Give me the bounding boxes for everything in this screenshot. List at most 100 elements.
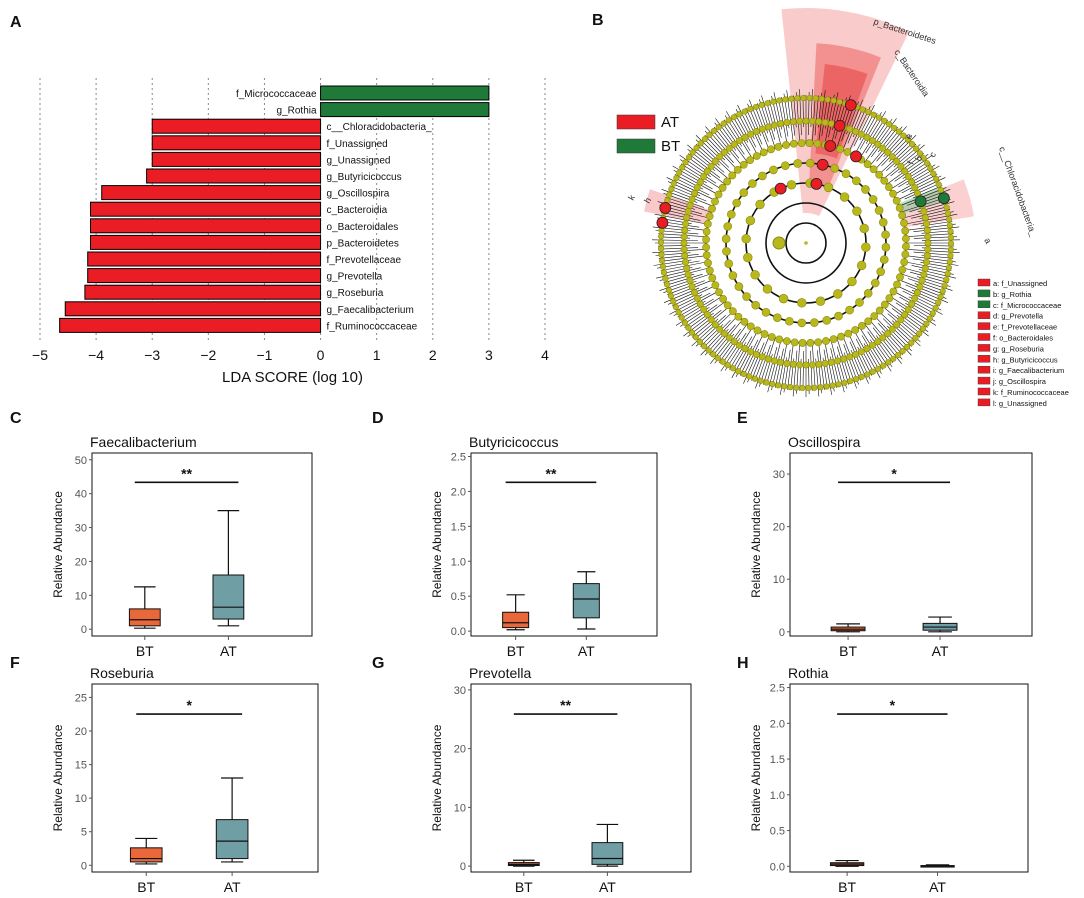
cladogram-node [893,321,901,329]
cladogram-node [839,192,850,202]
panel-label-h: H [737,655,749,672]
cladogram-node [920,207,928,215]
y-tick-label: 0.5 [770,826,785,838]
cladogram-node [783,359,791,367]
cladogram-node [898,211,907,220]
cladogram-node [920,271,928,279]
lda-bar-g_Unassigned [151,151,322,167]
cladogram-node [719,295,727,303]
cladogram-node [730,114,738,121]
cladogram-node [710,127,718,135]
cladogram-node [946,222,954,229]
y-axis-title: Relative Abundance [51,491,65,598]
boxplot-e: Oscillospira Relative Abundance 0 10 20 30 BT A… [749,434,1033,659]
cladogram-node [658,233,665,240]
cladogram-node [776,97,783,104]
y-tick-label: 20 [454,744,466,756]
cladogram-node [783,119,791,127]
cladogram-node [680,239,688,247]
cladogram-node [937,293,944,300]
cladogram-highlight-node [850,150,862,163]
cladogram-node [881,242,891,252]
clade-sector-chloracidobacteria [898,179,974,228]
cladogram-node [658,251,665,258]
cladogram-branch [755,106,769,142]
cladogram-branch [704,319,731,347]
cladogram-branch [912,218,950,226]
lda-bar-label: p_Bacteroidetes [327,238,399,249]
cladogram-node [837,332,845,341]
cladogram-node [746,322,755,331]
cladogram-node [806,94,813,102]
cladogram-node [692,334,700,341]
cladogram-node [681,226,689,234]
panel-label-c: C [10,410,22,427]
cladogram-node [863,133,871,141]
cladogram-node [684,207,692,215]
cladogram-node [714,355,722,362]
cladogram-node [901,226,910,235]
key-label: l: g_Unassigned [993,399,1047,408]
box-bt [502,611,530,629]
lda-bar-g_Oscillospira [101,185,322,201]
cladogram-node [799,384,806,392]
cladogram-branch [878,323,904,351]
cladogram-branch [836,346,850,385]
cladogram-branch [814,95,819,136]
cladogram-node [748,179,757,188]
key-label: c: f_Micrococcaceae [993,301,1061,310]
cladogram-node [812,95,819,102]
cladogram-node [908,339,915,346]
cladogram-branch [739,339,759,376]
cladogram-node [861,242,871,252]
cladogram-node [711,321,719,329]
cladogram-node [945,216,953,223]
cladogram-node [683,214,691,222]
cladogram-node [783,337,791,346]
cladogram-branch [901,174,938,194]
cladogram-node [770,357,778,365]
cladogram-node [734,282,744,291]
cladogram-node [841,169,851,179]
cladogram-node [863,160,872,169]
cladogram-node [921,214,929,222]
cladogram-node [703,167,711,175]
y-tick-label: 15 [75,760,87,772]
cladogram-node [780,161,790,171]
significance-label: ** [181,465,192,481]
clade-label: a [982,236,993,245]
key-label: e: f_Prevotellaceae [993,323,1057,332]
key-swatch [977,333,991,341]
box-at [591,842,624,865]
cladogram-node [930,170,937,177]
cladogram-node [903,343,911,351]
cladogram-node [852,128,860,136]
cladogram-node [923,226,931,234]
cladogram-branch [766,346,778,383]
cladogram-node [874,338,882,346]
cladogram-node [827,358,835,366]
y-tick-label: 10 [75,793,87,805]
cladogram-node [863,345,871,353]
cladogram-branch [882,318,912,347]
box-bt [128,608,161,627]
cladogram-node [770,98,777,105]
cladogram-node [752,128,760,136]
cladogram-node [728,271,738,280]
cladogram-node [764,100,771,107]
cladogram-node [823,182,834,193]
cladogram-node [665,287,672,294]
y-tick-label: 5 [81,827,87,839]
cladogram-node [741,345,749,353]
cladogram-node [702,243,710,252]
cladogram-node [658,245,665,252]
cladogram-node [857,130,865,138]
cladogram-node [879,255,889,264]
key-swatch [977,355,991,363]
y-tick-label: 0.0 [770,861,785,873]
box-bt [129,847,163,863]
cladogram-node [672,303,679,311]
key-swatch [977,322,991,330]
key-swatch [977,387,991,396]
cladogram-node [682,159,689,166]
